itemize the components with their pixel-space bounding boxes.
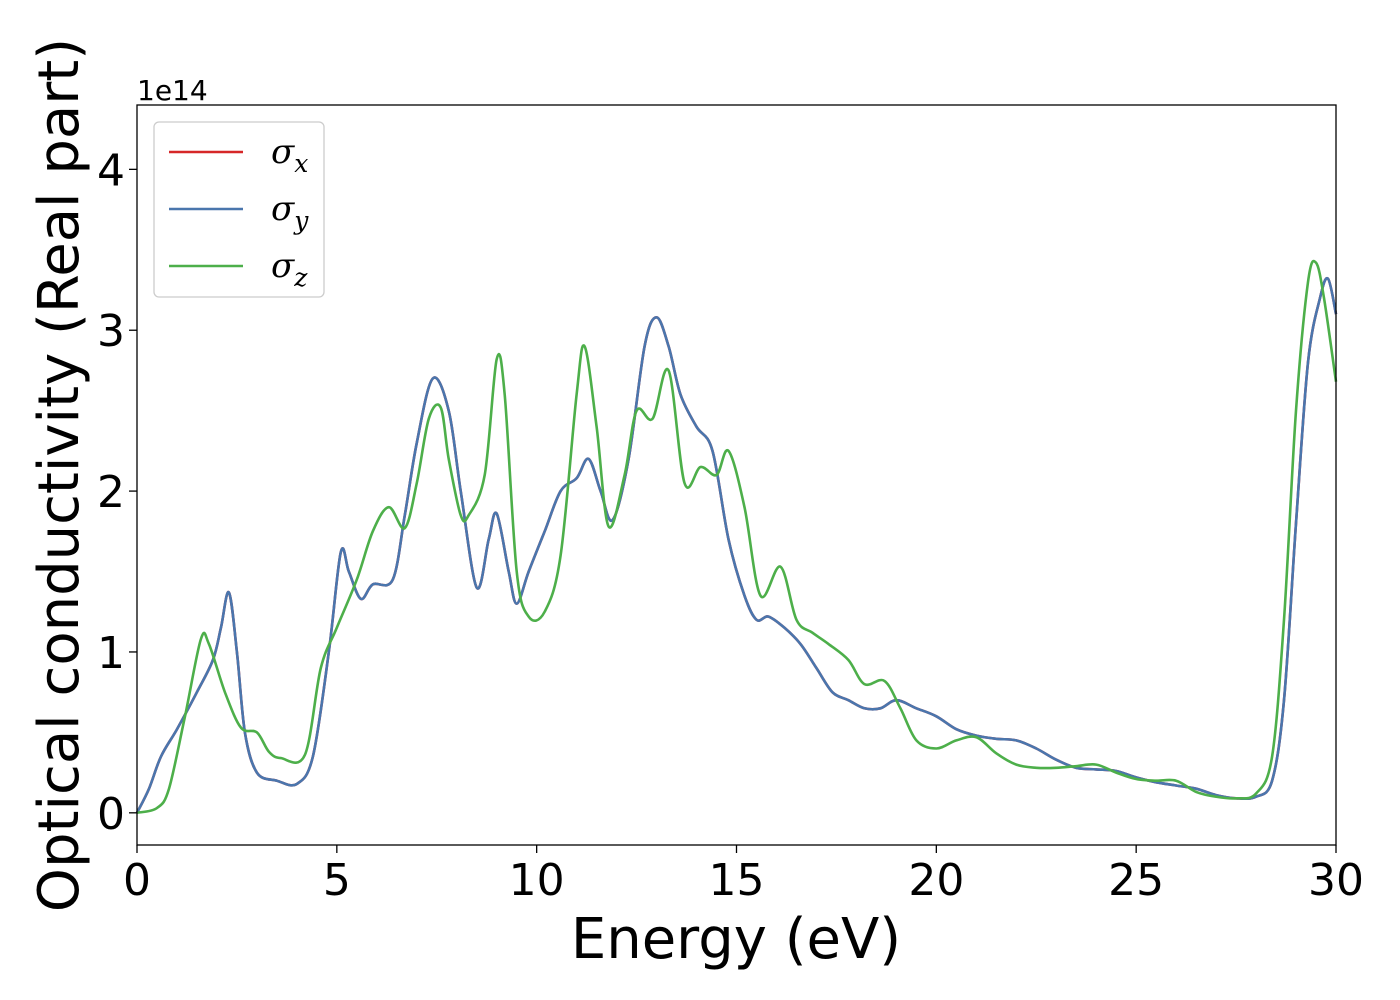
y-offset-label: 1e14	[137, 74, 208, 107]
x-tick-label: 15	[709, 855, 765, 906]
series-line-y	[135, 276, 1338, 814]
x-tick-label: 5	[323, 855, 351, 906]
x-axis-label: Energy (eV)	[571, 907, 901, 972]
y-tick-label: 2	[97, 467, 125, 518]
y-tick-label: 0	[97, 789, 125, 840]
legend-label-z: σz	[271, 246, 308, 292]
series-line-z	[136, 259, 1338, 815]
x-tick-label: 30	[1308, 855, 1364, 906]
y-tick-label: 3	[97, 306, 125, 357]
series-layer	[135, 259, 1338, 815]
x-axis-ticks: 0 5 10 15 20 25 30	[123, 845, 1364, 906]
x-tick-label: 25	[1108, 855, 1164, 906]
x-tick-label: 10	[509, 855, 565, 906]
legend-label-y: σy	[271, 189, 309, 235]
x-tick-label: 20	[908, 855, 964, 906]
x-tick-label: 0	[123, 855, 151, 906]
y-tick-label: 4	[97, 145, 125, 196]
y-axis-ticks: 0 1 2 3 4	[97, 145, 137, 840]
legend: σx σy σz	[153, 121, 325, 298]
legend-label-x: σx	[271, 132, 308, 178]
y-tick-label: 1	[97, 628, 125, 679]
y-axis-label: Optical conductivity (Real part)	[27, 38, 92, 912]
